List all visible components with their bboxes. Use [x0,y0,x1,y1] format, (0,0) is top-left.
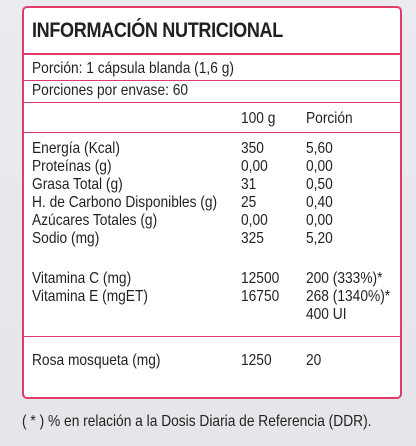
panel-title: INFORMACIÓN NUTRICIONAL [32,19,283,42]
header-per-100g: 100 g [241,110,276,127]
nutrient-per-portion: 268 (1340%)* [306,288,391,305]
divider-portion [24,80,400,81]
nutrient-per-portion: 5,20 [306,230,333,247]
nutrient-per-portion: 0,50 [306,176,333,193]
divider-under-title [24,53,400,55]
table-row: H. de Carbono Disponibles (g) 25 0,40 [24,194,400,212]
nutrient-per-portion: 0,40 [306,194,333,211]
nutrient-per-portion: 200 (333%)* [306,270,383,287]
nutrient-name: Energía (Kcal) [32,140,120,157]
nutrient-name: Proteínas (g) [32,158,112,175]
nutrient-per-portion: 20 [306,352,322,369]
nutrient-per-100g: 25 [241,194,257,211]
nutrient-per-100g: 16750 [241,288,280,305]
nutrient-per-portion: 0,00 [306,158,333,175]
nutrient-per-100g: 0,00 [241,212,268,229]
nutrient-per-portion: 0,00 [306,212,333,229]
table-row: Energía (Kcal) 350 5,60 [24,140,400,158]
nutrient-name: Vitamina C (mg) [32,270,132,287]
divider-servings [24,102,400,103]
table-row: Rosa mosqueta (mg) 1250 20 [24,352,400,370]
footnote: ( * ) % en relación a la Dosis Diaria de… [22,413,372,430]
nutrient-per-portion: 5,60 [306,140,333,157]
table-row: Proteínas (g) 0,00 0,00 [24,158,400,176]
servings-line: Porciones por envase: 60 [32,82,189,99]
table-row: Sodio (mg) 325 5,20 [24,230,400,248]
nutrient-name: Grasa Total (g) [32,176,123,193]
header-per-portion: Porción [306,110,353,127]
nutrient-per-100g: 12500 [241,270,280,287]
nutrient-per-100g: 1250 [241,352,272,369]
table-row: Grasa Total (g) 31 0,50 [24,176,400,194]
nutrient-name: Rosa mosqueta (mg) [32,352,161,369]
table-header-row: 100 g Porción [24,110,400,128]
nutrient-per-100g: 0,00 [241,158,268,175]
divider-header [24,132,400,133]
nutrient-name: Sodio (mg) [32,230,100,247]
nutrient-per-100g: 350 [241,140,264,157]
table-row: Vitamina C (mg) 12500 200 (333%)* [24,270,400,288]
table-row: Azúcares Totales (g) 0,00 0,00 [24,212,400,230]
table-row: Vitamina E (mgET) 16750 268 (1340%)* [24,288,400,306]
nutrient-per-100g: 31 [241,176,257,193]
nutrient-name: Vitamina E (mgET) [32,288,148,305]
table-row-continuation: 400 UI [24,306,400,324]
nutrient-per-portion-extra: 400 UI [306,306,347,323]
nutrient-per-100g: 325 [241,230,264,247]
nutrition-facts-panel: INFORMACIÓN NUTRICIONAL Porción: 1 cápsu… [22,6,402,399]
nutrient-name: H. de Carbono Disponibles (g) [32,194,218,211]
divider-bottom [24,336,400,337]
nutrient-name: Azúcares Totales (g) [32,212,158,229]
portion-line: Porción: 1 cápsula blanda (1,6 g) [32,60,234,77]
